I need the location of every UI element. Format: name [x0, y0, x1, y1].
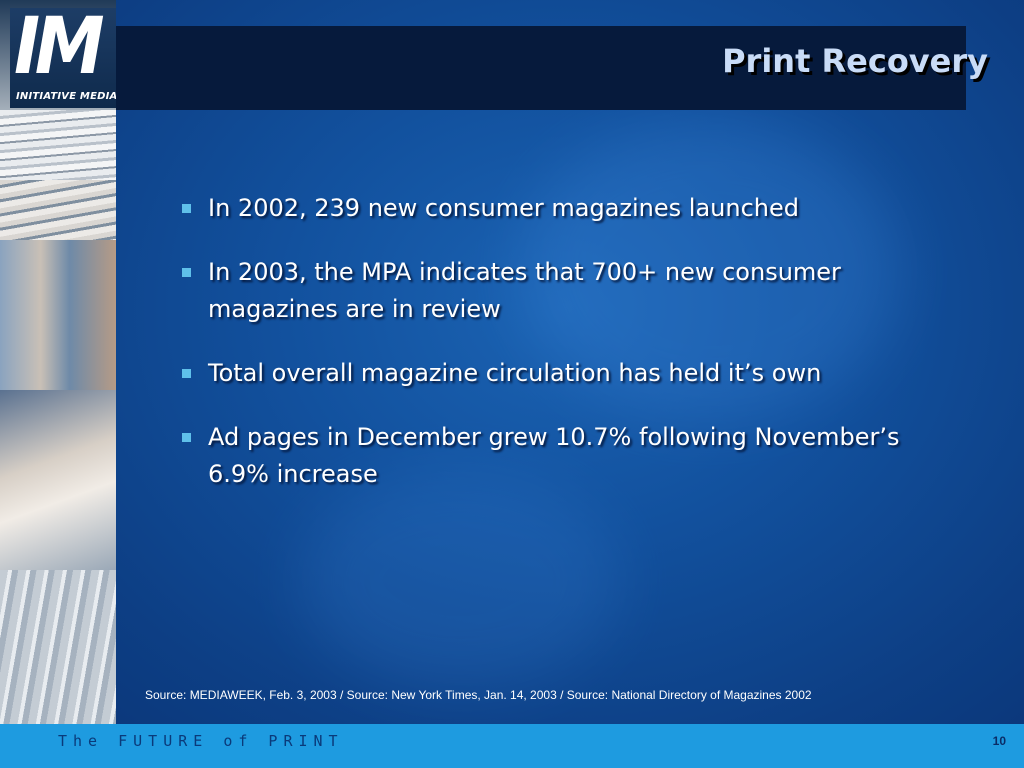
bullet-text: Ad pages in December grew 10.7% followin…	[208, 423, 900, 488]
source-citation: Source: MEDIAWEEK, Feb. 3, 2003 / Source…	[145, 688, 812, 702]
bullet-item: In 2003, the MPA indicates that 700+ new…	[182, 254, 942, 328]
logo-name: INITIATIVE MEDIA	[16, 91, 118, 102]
bullet-square-icon	[182, 433, 191, 442]
page-number: 10	[992, 734, 1006, 748]
footer-bar: The FUTURE of PRINT 10	[0, 724, 1024, 768]
bullet-item: In 2002, 239 new consumer magazines laun…	[182, 190, 942, 227]
background-glow	[300, 470, 620, 690]
bullet-item: Total overall magazine circulation has h…	[182, 355, 942, 392]
bullet-square-icon	[182, 369, 191, 378]
magazine-photo-strip	[0, 0, 116, 724]
bullet-text: In 2003, the MPA indicates that 700+ new…	[208, 258, 841, 323]
bullet-item: Ad pages in December grew 10.7% followin…	[182, 419, 942, 493]
bullet-square-icon	[182, 204, 191, 213]
bullet-list: In 2002, 239 new consumer magazines laun…	[182, 190, 942, 520]
background-glow	[520, 120, 900, 420]
initiative-media-logo: IM INITIATIVE MEDIA	[10, 2, 118, 108]
slide-title: Print Recovery	[722, 42, 988, 80]
footer-tagline: The FUTURE of PRINT	[58, 732, 344, 750]
title-bar	[116, 26, 966, 110]
logo-mark: IM	[14, 2, 105, 92]
bullet-text: Total overall magazine circulation has h…	[208, 359, 822, 387]
bullet-square-icon	[182, 268, 191, 277]
bullet-text: In 2002, 239 new consumer magazines laun…	[208, 194, 799, 222]
